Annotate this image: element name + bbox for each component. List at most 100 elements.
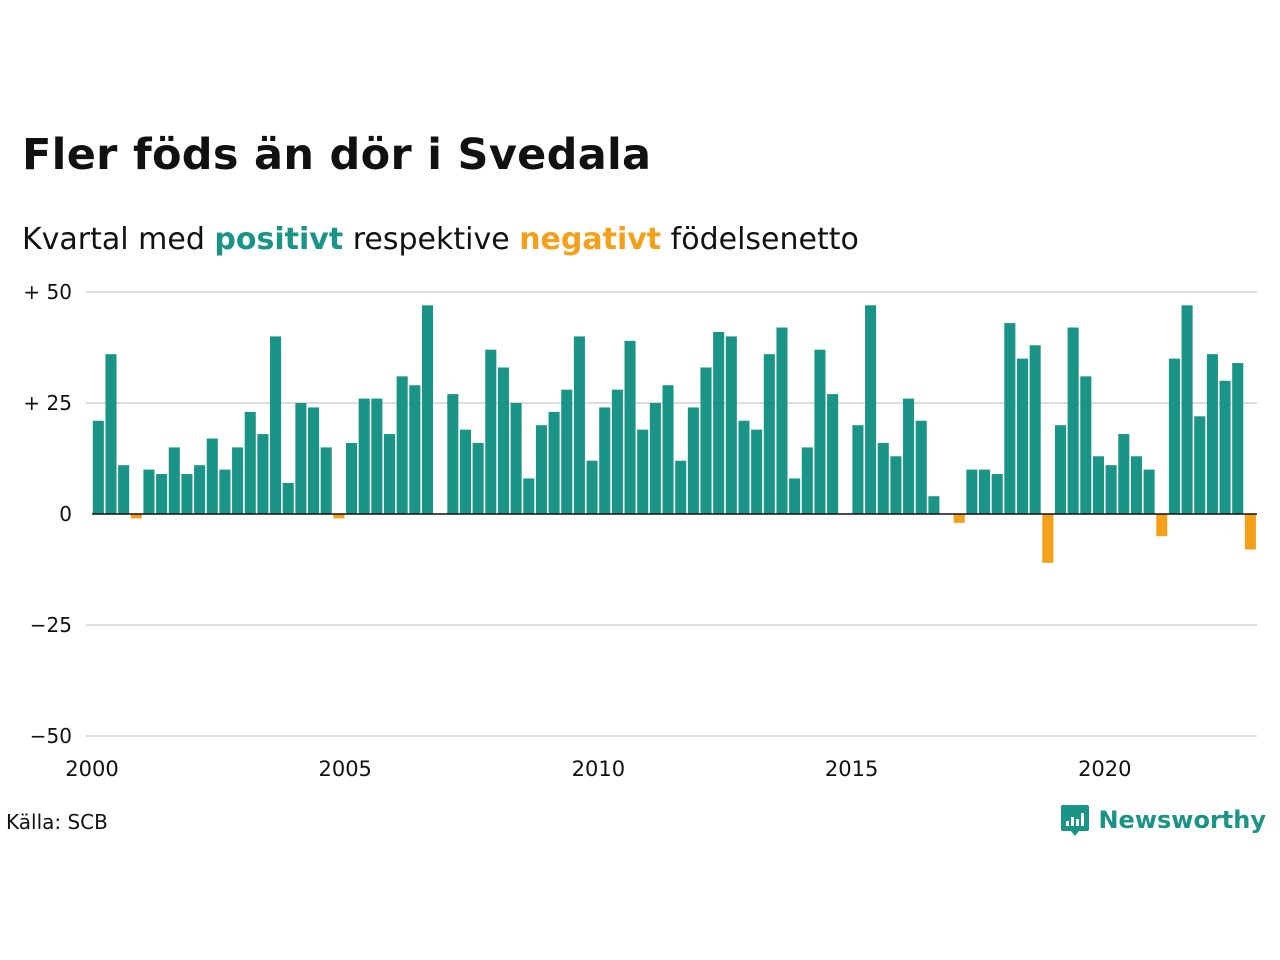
bar-positive <box>510 403 522 514</box>
bar-positive <box>1130 456 1142 514</box>
bar-positive <box>308 407 320 514</box>
bar-positive <box>1029 345 1041 514</box>
newsworthy-logo[interactable]: Newsworthy <box>1060 803 1266 837</box>
subtitle-suffix: födelsenetto <box>661 222 859 257</box>
bar-positive <box>903 398 915 514</box>
bar-positive <box>1194 416 1206 514</box>
x-tick-label: 2015 <box>825 757 878 781</box>
bar-positive <box>675 460 687 514</box>
x-tick-label: 2000 <box>65 757 118 781</box>
bar-positive <box>371 398 383 514</box>
bar-positive <box>1004 323 1016 514</box>
bar-positive <box>181 474 193 514</box>
bar-positive <box>877 442 889 514</box>
bar-positive <box>320 447 332 514</box>
bar-positive <box>599 407 611 514</box>
bar-positive <box>637 429 649 514</box>
bar-positive <box>1206 354 1218 514</box>
bar-positive <box>649 403 661 514</box>
bar-negative <box>1042 514 1054 563</box>
bar-positive <box>548 411 560 514</box>
bar-positive <box>447 394 459 514</box>
bar-positive <box>852 425 864 514</box>
bar-positive <box>928 496 940 514</box>
x-axis-ticks: 2000 2005 2010 2015 2020 <box>65 757 1131 781</box>
bar-positive <box>92 420 104 514</box>
subtitle-negative-label: negativt <box>519 222 662 257</box>
bars <box>92 305 1256 563</box>
bar-chart: + 50 + 25 0 −25 −50 2000 2005 2010 2015 2020 <box>23 280 1257 781</box>
bar-positive <box>232 447 244 514</box>
bar-positive <box>421 305 434 514</box>
bar-positive <box>713 331 725 514</box>
bar-positive <box>776 327 788 514</box>
bar-positive <box>979 469 991 514</box>
x-tick-label: 2020 <box>1078 757 1131 781</box>
y-axis-ticks: + 50 + 25 0 −25 −50 <box>23 280 72 748</box>
bar-negative <box>1156 514 1168 537</box>
bar-positive <box>1016 358 1029 514</box>
bar-positive <box>523 478 535 514</box>
bar-positive <box>194 465 206 514</box>
bar-negative <box>333 514 345 519</box>
bar-negative <box>130 514 142 519</box>
bar-positive <box>561 389 573 514</box>
y-tick-label: 0 <box>59 502 72 526</box>
bar-positive <box>1092 456 1104 514</box>
y-tick-label: −50 <box>30 724 72 748</box>
y-tick-label: + 25 <box>23 391 72 415</box>
bar-positive <box>1105 465 1117 514</box>
newsworthy-icon <box>1061 805 1090 836</box>
chart-subtitle: Kvartal med positivt respektive negativt… <box>22 222 859 258</box>
source-note: Källa: SCB <box>6 810 108 834</box>
bar-positive <box>700 367 712 514</box>
bar-positive <box>383 434 396 514</box>
bar-positive <box>1080 376 1092 514</box>
bar-positive <box>105 354 117 514</box>
bar-positive <box>497 367 509 514</box>
bar-positive <box>1067 327 1079 514</box>
bar-positive <box>725 336 737 514</box>
bar-positive <box>206 438 218 514</box>
bar-positive <box>485 349 497 514</box>
bar-positive <box>156 474 168 514</box>
bar-positive <box>1118 434 1130 514</box>
bar-positive <box>1232 363 1244 514</box>
bar-positive <box>1143 469 1155 514</box>
brand-name: Newsworthy <box>1098 806 1266 834</box>
bar-positive <box>257 434 269 514</box>
x-tick-label: 2005 <box>318 757 371 781</box>
bar-positive <box>966 469 978 514</box>
bar-positive <box>219 469 231 514</box>
bar-positive <box>459 429 471 514</box>
bar-positive <box>118 465 130 514</box>
bar-positive <box>763 354 775 514</box>
x-tick-label: 2010 <box>572 757 625 781</box>
bar-positive <box>472 442 484 514</box>
subtitle-prefix: Kvartal med <box>22 222 215 257</box>
bar-positive <box>611 389 623 514</box>
bar-negative <box>1244 514 1256 550</box>
bar-positive <box>1054 425 1067 514</box>
bar-positive <box>738 420 750 514</box>
y-tick-label: + 50 <box>23 280 72 304</box>
bar-negative <box>953 514 965 523</box>
bar-positive <box>1219 380 1231 514</box>
bar-positive <box>244 411 256 514</box>
bar-positive <box>358 398 370 514</box>
bar-positive <box>1168 358 1180 514</box>
bar-positive <box>143 469 155 514</box>
bar-positive <box>789 478 801 514</box>
bar-positive <box>1181 305 1193 514</box>
bar-positive <box>827 394 839 514</box>
bar-positive <box>535 425 547 514</box>
bar-positive <box>573 336 585 514</box>
bar-positive <box>814 349 826 514</box>
bar-positive <box>295 403 307 514</box>
subtitle-middle: respektive <box>343 222 520 257</box>
bar-positive <box>270 336 282 514</box>
bar-positive <box>168 447 180 514</box>
bar-positive <box>687 407 699 514</box>
bar-positive <box>346 442 358 514</box>
bar-positive <box>751 429 763 514</box>
